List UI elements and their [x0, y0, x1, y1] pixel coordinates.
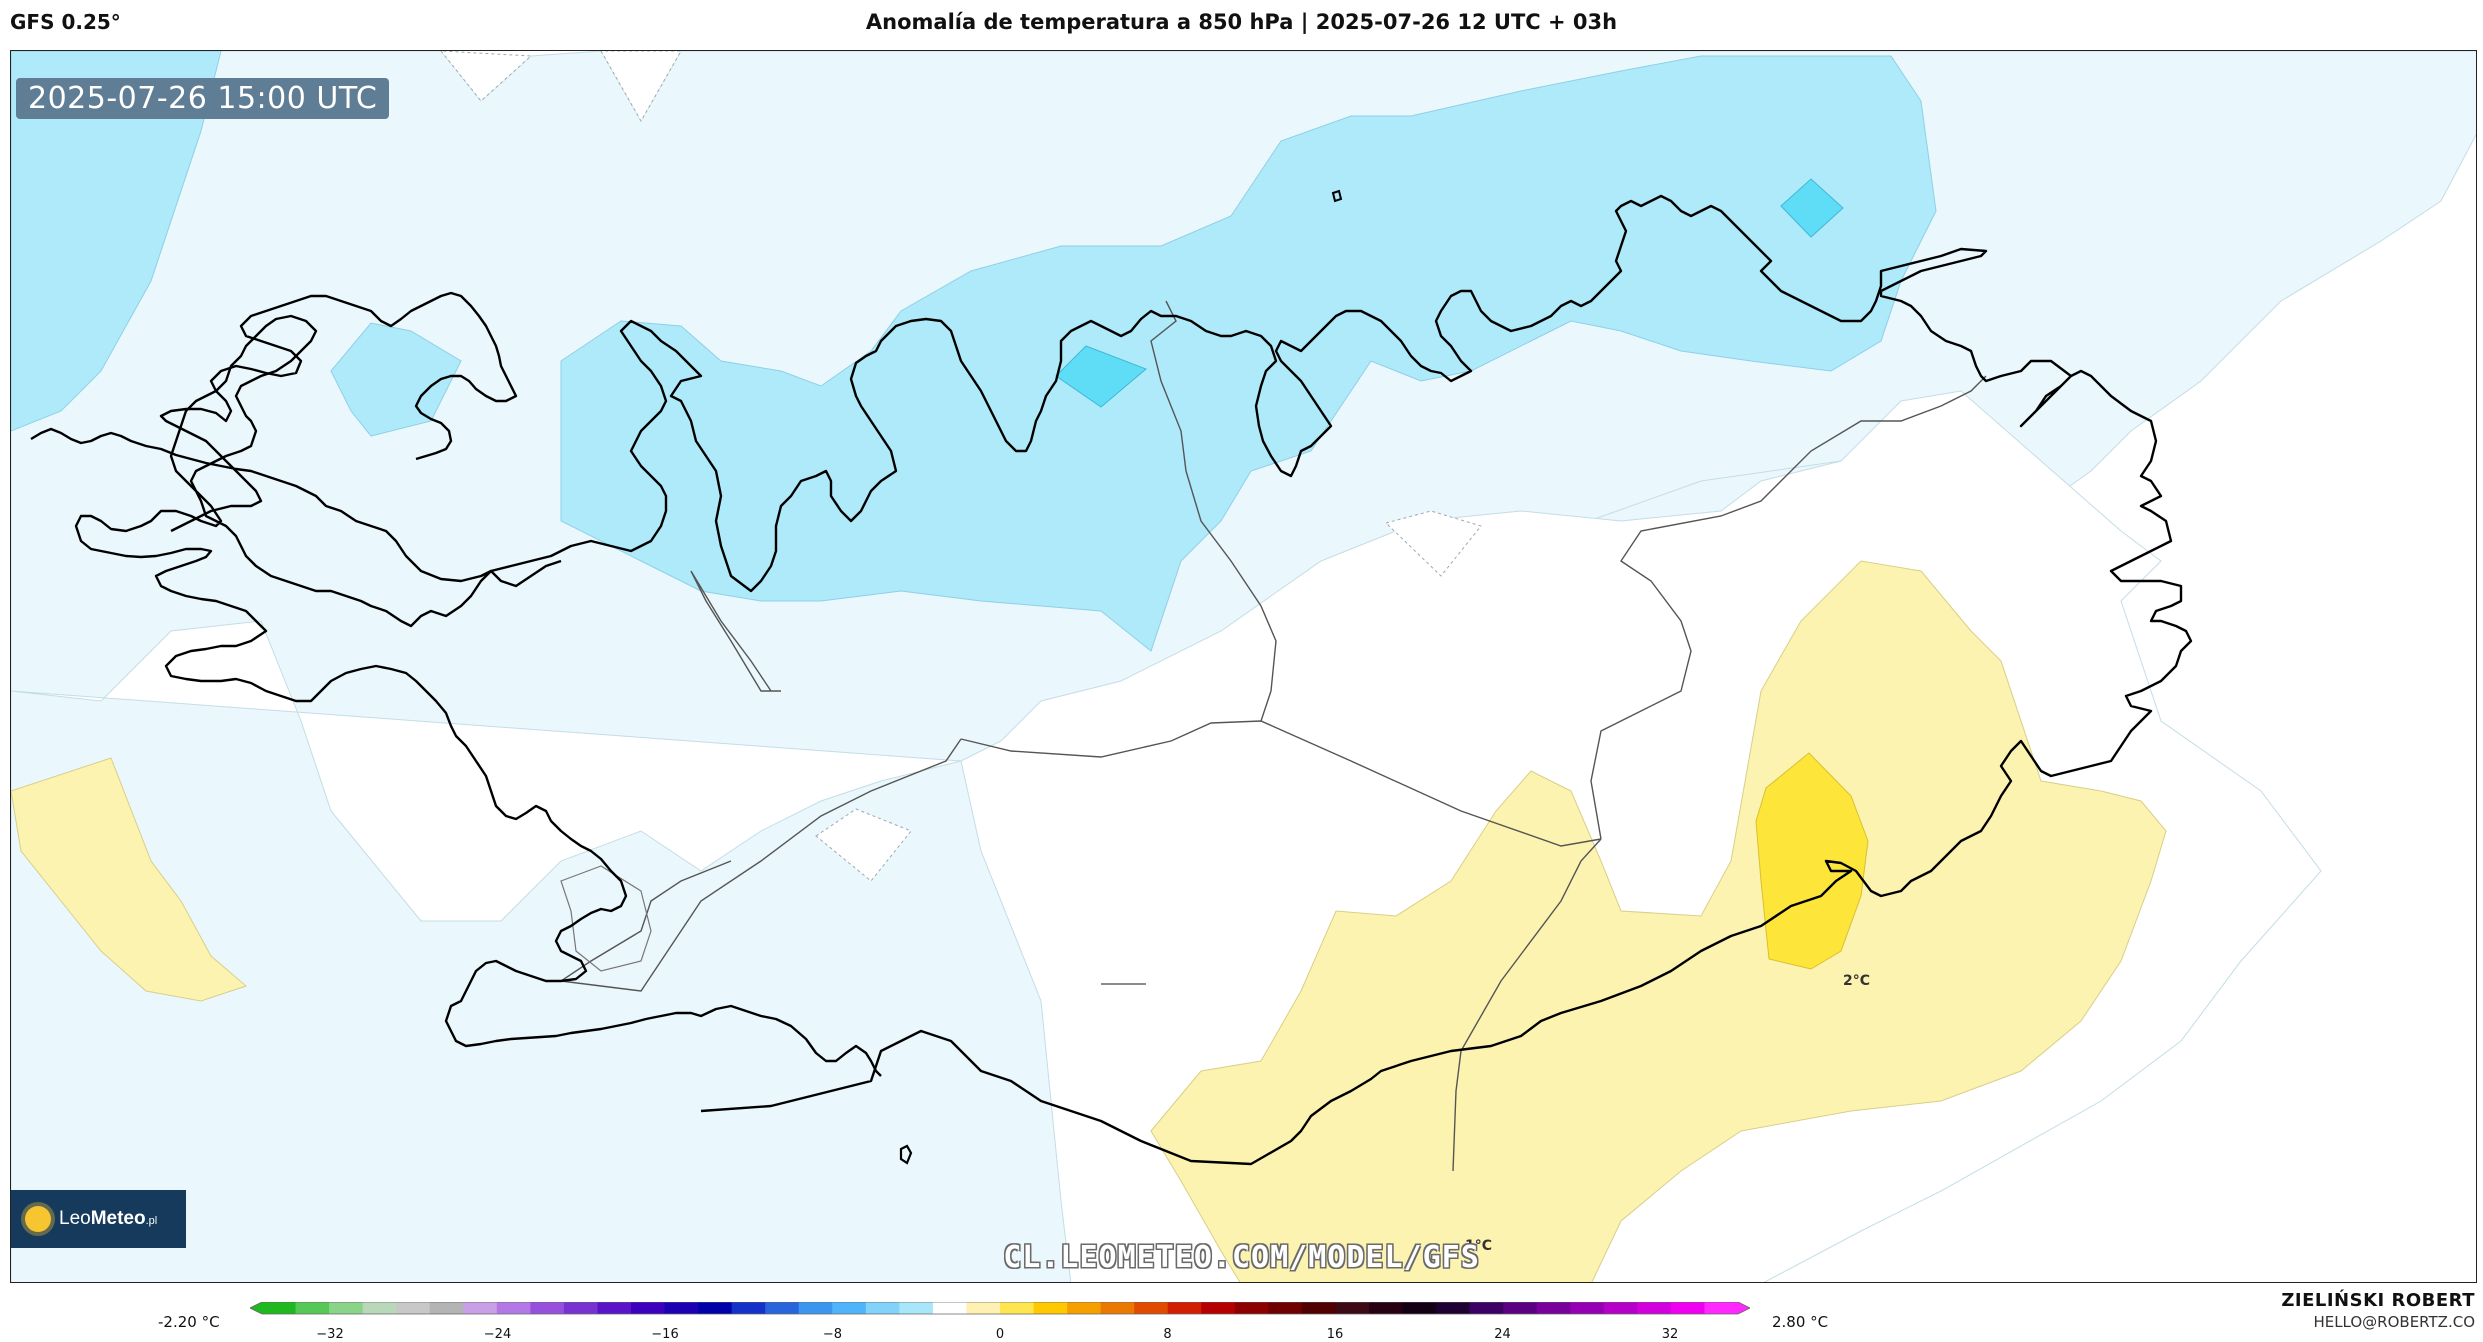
- colorbar-segment: [1000, 1302, 1035, 1314]
- colorbar-max-arrow: [1738, 1302, 1750, 1314]
- contour-label-2c: 2°C: [1843, 973, 1871, 989]
- colorbar-segment: [563, 1302, 598, 1314]
- colorbar-segment: [698, 1302, 733, 1314]
- coastline: [30, 194, 2193, 1166]
- colorbar-tick-label: 0: [995, 1327, 1005, 1342]
- warm-light-area-east: [1150, 560, 2167, 1282]
- colorbar-segment: [765, 1302, 800, 1314]
- admin-borders: [559, 300, 1987, 1172]
- colorbar-segment: [1201, 1302, 1236, 1314]
- colorbar-segment: [1603, 1302, 1638, 1314]
- colorbar-segment: [429, 1302, 464, 1314]
- island-north: [1331, 189, 1343, 203]
- colorbar-segment: [496, 1302, 531, 1314]
- map-canvas[interactable]: [10, 50, 2477, 1283]
- author-credit: ZIELIŃSKI ROBERT HELLO@ROBERTZ.CO: [2281, 1290, 2475, 1331]
- neutral-patch-1: [1385, 510, 1482, 577]
- colorbar-segment: [1067, 1302, 1102, 1314]
- neutral-patch-2: [815, 808, 912, 882]
- colorbar-tick-label: 8: [1163, 1327, 1172, 1342]
- colorbar: [250, 1302, 1750, 1315]
- colorbar-tick-label: 32: [1661, 1327, 1679, 1342]
- cold-strong-patch-2: [1780, 178, 1844, 238]
- colorbar-min-label: -2.20 °C: [158, 1313, 220, 1331]
- colorbar-segment: [362, 1302, 397, 1314]
- colorbar-segment: [966, 1302, 1001, 1314]
- leometeo-logo[interactable]: LeoMeteo.pl: [11, 1190, 186, 1248]
- colorbar-segment: [1637, 1302, 1672, 1314]
- colorbar-segment: [295, 1302, 330, 1314]
- map-title: Anomalía de temperatura a 850 hPa | 2025…: [865, 10, 1618, 34]
- colorbar-segment: [1469, 1302, 1504, 1314]
- colorbar-segment: [530, 1302, 565, 1314]
- logo-text: LeoMeteo.pl: [59, 1208, 158, 1229]
- colorbar-segment: [932, 1302, 967, 1314]
- colorbar-tick-label: −24: [483, 1327, 512, 1342]
- colorbar-segment: [1301, 1302, 1336, 1314]
- neutral-patch-3: [440, 51, 533, 102]
- colorbar-segment: [1503, 1302, 1538, 1314]
- colorbar-tick-label: 16: [1326, 1327, 1344, 1342]
- colorbar-segment: [731, 1302, 766, 1314]
- island: [899, 1144, 913, 1165]
- model-label: GFS 0.25°: [10, 10, 121, 34]
- colorbar-segment: [262, 1302, 297, 1314]
- author-email[interactable]: HELLO@ROBERTZ.CO: [2313, 1313, 2475, 1331]
- cold-mid-area-west: [11, 51, 222, 432]
- colorbar-segment: [1167, 1302, 1202, 1314]
- colorbar-tick-label: −8: [822, 1327, 843, 1342]
- colorbar-segment: [832, 1302, 867, 1314]
- colorbar-min-arrow: [250, 1302, 262, 1314]
- colorbar-tick-label: 24: [1494, 1327, 1511, 1342]
- colorbar-segment: [597, 1302, 632, 1314]
- contour-label-1c: 1°C: [1465, 1238, 1493, 1254]
- colorbar-max-label: 2.80 °C: [1772, 1313, 1829, 1331]
- colorbar-segment: [1033, 1302, 1068, 1314]
- colorbar-segment: [1268, 1302, 1303, 1314]
- cold-mid-area-small: [330, 322, 462, 437]
- colorbar-segment: [865, 1302, 900, 1314]
- colorbar-segment: [664, 1302, 699, 1314]
- cold-strong-patch-1: [1055, 345, 1147, 408]
- colorbar-segment: [1670, 1302, 1705, 1314]
- sun-icon: [25, 1206, 51, 1232]
- colorbar-tick-label: −32: [316, 1327, 344, 1342]
- warm-strong-area: [1755, 752, 1869, 970]
- colorbar-tick-label: −16: [651, 1327, 679, 1342]
- colorbar-outline: [250, 1302, 1750, 1315]
- colorbar-segment: [396, 1302, 431, 1314]
- coastline-westfjords: [159, 291, 518, 533]
- colorbar-segment: [1402, 1302, 1437, 1314]
- cold-mid-area-north: [560, 55, 1937, 652]
- colorbar-segment: [1335, 1302, 1370, 1314]
- colorbar-segment: [1234, 1302, 1269, 1314]
- valid-time-badge: 2025-07-26 15:00 UTC: [16, 78, 390, 119]
- map-svg: [11, 51, 2476, 1282]
- warm-light-area-west: [11, 757, 247, 1002]
- colorbar-segment: [1100, 1302, 1135, 1314]
- colorbar-segment: [1704, 1302, 1739, 1314]
- neutral-patch-4: [600, 51, 682, 123]
- coastline-west: [74, 314, 882, 1077]
- colorbar-segment: [798, 1302, 833, 1314]
- colorbar-segment: [1436, 1302, 1471, 1314]
- colorbar-segment: [1570, 1302, 1605, 1314]
- watermark-url: CL.LEOMETEO.COM/MODEL/GFS: [1003, 1240, 1480, 1275]
- colorbar-segment: [463, 1302, 498, 1314]
- colorbar-segment: [329, 1302, 364, 1314]
- colorbar-segment: [899, 1302, 934, 1314]
- colorbar-segment: [1369, 1302, 1404, 1314]
- author-name: ZIELIŃSKI ROBERT: [2281, 1290, 2475, 1311]
- colorbar-segment: [1536, 1302, 1571, 1314]
- colorbar-segment: [631, 1302, 666, 1314]
- colorbar-segment: [1134, 1302, 1169, 1314]
